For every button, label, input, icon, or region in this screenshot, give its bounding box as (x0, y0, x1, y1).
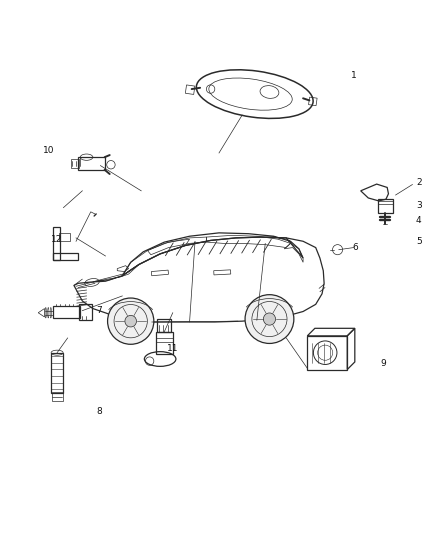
Bar (308, 97, 317, 106)
Bar (53, 306, 80, 318)
Bar (78, 157, 106, 170)
Text: 7: 7 (96, 306, 102, 315)
Bar (59, 233, 70, 241)
Text: 3: 3 (416, 201, 422, 210)
Text: 6: 6 (353, 243, 359, 252)
Text: 2: 2 (416, 178, 421, 187)
Text: 9: 9 (380, 359, 386, 368)
Circle shape (108, 298, 154, 344)
Bar (52, 392, 63, 401)
Bar (53, 227, 60, 260)
Text: 10: 10 (43, 147, 54, 155)
Text: 8: 8 (96, 407, 102, 416)
Circle shape (125, 316, 137, 327)
Bar (53, 253, 78, 260)
Bar (156, 332, 173, 354)
Text: 4: 4 (416, 216, 421, 225)
Text: 12: 12 (51, 235, 63, 244)
Bar (51, 353, 64, 393)
Bar (214, 270, 231, 275)
Bar (185, 85, 195, 94)
Bar (71, 159, 79, 168)
Bar (79, 304, 92, 320)
Text: 1: 1 (351, 71, 357, 79)
Bar (378, 199, 392, 213)
Bar (152, 270, 169, 276)
Circle shape (263, 313, 276, 325)
Bar (307, 336, 347, 369)
Bar (157, 319, 172, 332)
Circle shape (245, 295, 294, 343)
Text: 11: 11 (167, 344, 179, 353)
Text: 5: 5 (416, 237, 422, 246)
